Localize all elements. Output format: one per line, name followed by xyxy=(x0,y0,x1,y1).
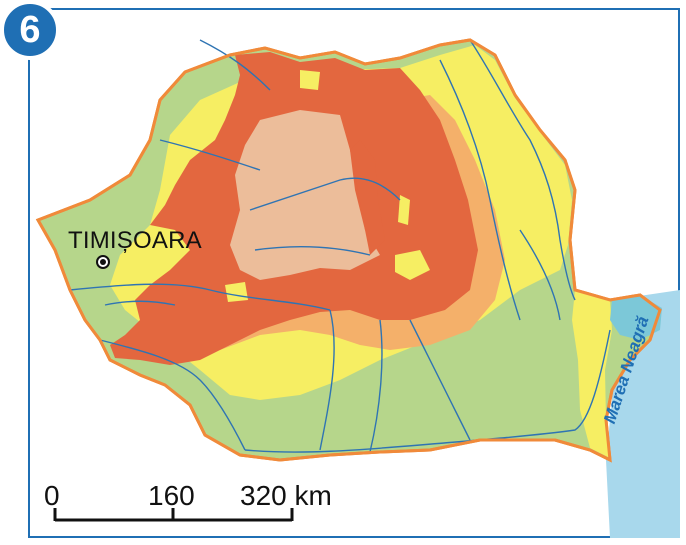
country-border xyxy=(35,38,662,463)
scale-tick-160: 160 xyxy=(148,480,195,511)
danube-delta xyxy=(610,295,662,340)
scale-bar xyxy=(53,508,294,522)
map-frame xyxy=(28,8,680,538)
basin-3 xyxy=(398,195,410,225)
basin-1 xyxy=(300,70,320,90)
basin-4 xyxy=(225,282,248,302)
depression-east xyxy=(350,140,385,255)
basin-2 xyxy=(395,250,430,280)
transylvanian-depression xyxy=(230,110,380,280)
scale-tick-0: 0 xyxy=(44,480,60,511)
figure-number-badge: 6 xyxy=(0,0,60,60)
scale-tick-320: 320 km xyxy=(240,480,332,511)
hills-dobrogea xyxy=(572,290,612,458)
city-label-timisoara: TIMIȘOARA xyxy=(68,227,202,254)
